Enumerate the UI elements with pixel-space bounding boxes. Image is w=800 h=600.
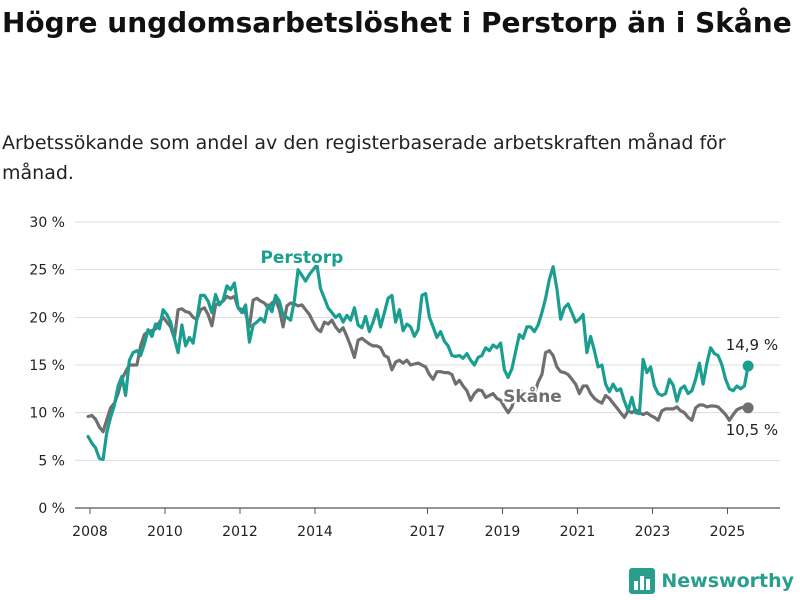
x-tick-label: 2010: [147, 524, 183, 540]
chart-title: Högre ungdomsarbetslöshet i Perstorp än …: [2, 6, 792, 39]
x-tick-label: 2017: [410, 524, 446, 540]
x-tick-label: 2014: [297, 524, 333, 540]
y-tick-label: 20 %: [29, 310, 65, 326]
end-point-perstorp: [742, 360, 754, 372]
brand-logo: Newsworthy: [629, 568, 794, 594]
y-tick-label: 0 %: [38, 501, 65, 517]
x-tick-label: 2008: [72, 524, 108, 540]
y-tick-label: 10 %: [29, 406, 65, 422]
end-label-skane: 10,5 %: [726, 421, 778, 439]
brand-name: Newsworthy: [661, 570, 794, 592]
x-tick-label: 2025: [710, 524, 746, 540]
x-tick-label: 2021: [560, 524, 596, 540]
end-label-perstorp: 14,9 %: [726, 336, 778, 354]
chart-subtitle: Arbetssökande som andel av den registerb…: [2, 132, 726, 184]
end-point-skane: [742, 402, 754, 414]
bar-chart-logo-icon: [629, 568, 656, 594]
series-line-perstorp: [86, 263, 750, 461]
y-tick-label: 30 %: [29, 215, 65, 231]
x-tick-label: 2023: [635, 524, 671, 540]
x-tick-label: 2019: [485, 524, 521, 540]
y-tick-label: 25 %: [29, 263, 65, 279]
y-tick-label: 15 %: [29, 358, 65, 374]
y-tick-label: 5 %: [38, 453, 65, 469]
series-label-skane: Skåne: [503, 385, 562, 407]
x-tick-label: 2012: [222, 524, 258, 540]
series-label-perstorp: Perstorp: [260, 248, 343, 268]
